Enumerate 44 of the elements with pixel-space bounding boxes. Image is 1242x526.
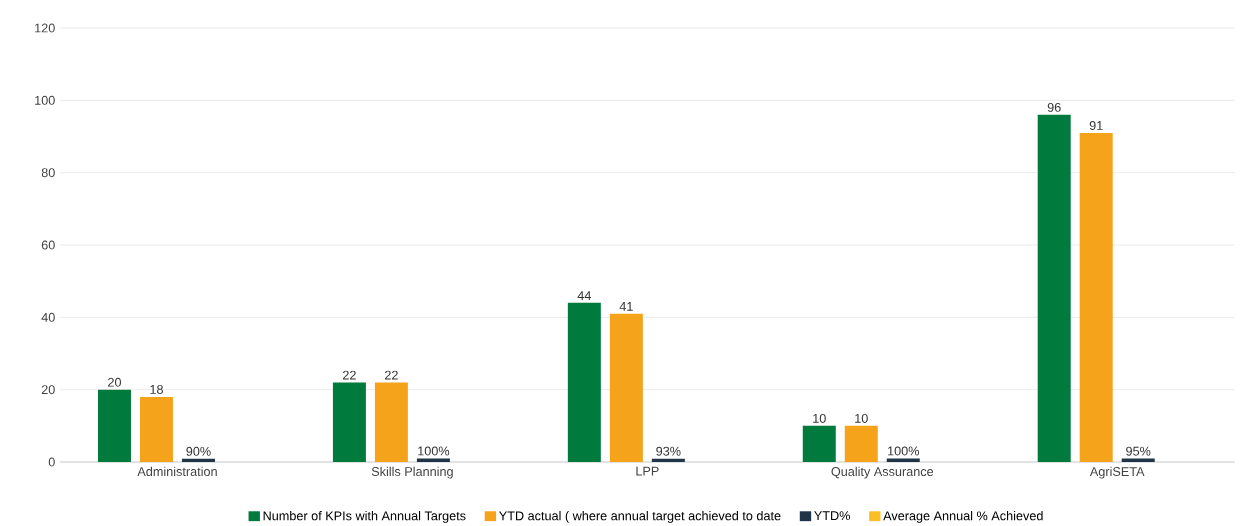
bar — [416, 458, 450, 462]
bar — [139, 396, 173, 462]
y-tick-label: 120 — [35, 23, 55, 33]
data-label: 20 — [108, 377, 122, 387]
x-tick-label: Administration — [137, 466, 217, 477]
bar — [802, 425, 836, 462]
bar — [181, 458, 215, 462]
data-label: 22 — [342, 370, 356, 380]
legend-label: Number of KPIs with Annual Targets — [263, 511, 466, 523]
data-label: 91 — [1089, 120, 1103, 130]
bar — [97, 389, 131, 462]
bar — [609, 313, 643, 462]
y-tick-label: 20 — [41, 385, 55, 395]
data-label: 93% — [656, 446, 681, 456]
x-tick-label: Skills Planning — [371, 466, 453, 479]
y-tick-label: 100 — [35, 95, 55, 105]
bar — [1079, 132, 1113, 462]
bar — [886, 458, 920, 462]
data-label: 96 — [1047, 102, 1061, 112]
legend-label: Average Annual % Achieved — [883, 511, 1043, 523]
data-label: 18 — [150, 385, 163, 394]
bar — [374, 382, 408, 462]
bar — [844, 425, 878, 462]
bar — [1037, 114, 1071, 462]
data-label: 22 — [384, 370, 398, 380]
data-label: 90% — [186, 446, 211, 456]
legend-label: YTD actual ( where annual target achieved to date — [499, 511, 781, 523]
data-label: 44 — [577, 291, 592, 300]
y-tick-label: 40 — [41, 312, 55, 322]
x-tick-label: AgriSETA — [1089, 466, 1145, 479]
x-tick-label: LPP — [636, 466, 659, 476]
data-label: 10 — [855, 413, 868, 423]
y-tick-label: 0 — [48, 457, 55, 467]
legend-label: YTD% — [814, 511, 850, 521]
bar — [567, 302, 601, 462]
y-tick-label: 80 — [41, 168, 55, 178]
data-label: 95% — [1126, 446, 1151, 456]
y-tick-label: 60 — [41, 240, 55, 250]
bar — [332, 382, 366, 462]
data-label: 100% — [418, 446, 450, 456]
data-label: 10 — [813, 413, 826, 423]
x-tick-label: Quality Assurance — [831, 466, 934, 479]
data-label: 100% — [888, 446, 920, 456]
data-label: 41 — [619, 302, 633, 311]
